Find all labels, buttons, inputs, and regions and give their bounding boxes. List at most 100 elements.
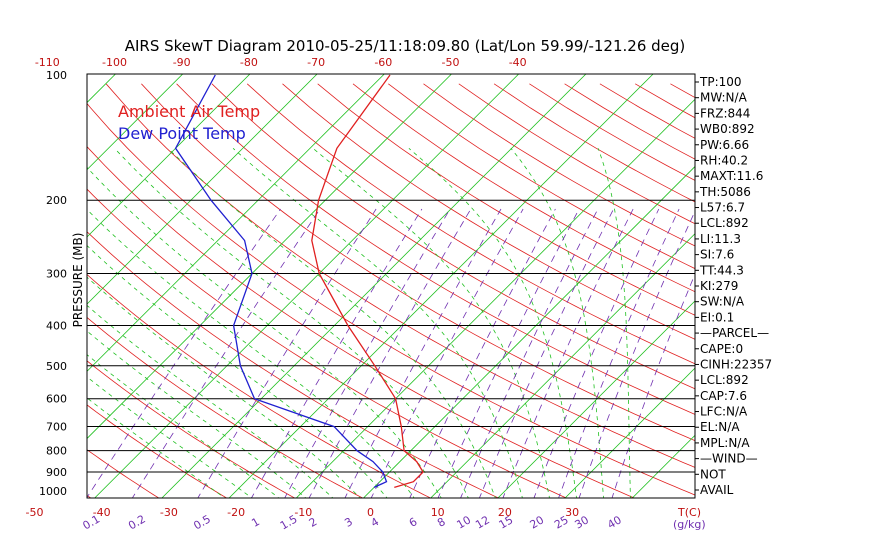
mixing-ratio-line [251, 208, 423, 498]
mixing-ratio-line [284, 208, 451, 498]
isotherm-line [87, 74, 251, 238]
pressure-tick-label: 900 [46, 466, 67, 479]
dry-adiabat-line [847, 84, 870, 500]
mixing-ratio-label: 8 [435, 515, 448, 530]
top-temperature-tick: -70 [307, 56, 325, 69]
series-line-ambient-air-temp [311, 74, 424, 489]
legend-entry-dew-point-temp: Dew Point Temp [118, 124, 246, 143]
index-item: SI:7.6 [700, 248, 734, 262]
index-item: L57:6.7 [700, 201, 745, 215]
bottom-temperature-tick: 0 [367, 506, 374, 519]
moist-adiabat-line [510, 148, 604, 498]
mixing-ratio-label: 40 [605, 513, 624, 531]
dry-adiabat-line [105, 83, 695, 468]
isotherm-line [87, 74, 453, 440]
bottom-temperature-tick: 20 [498, 506, 512, 519]
pressure-tick-label: 400 [46, 319, 67, 332]
mixing-ratio-unit-label: (g/kg) [673, 518, 706, 531]
dry-adiabat-line [87, 449, 160, 498]
index-item: SW:N/A [700, 295, 745, 309]
isotherm-line [564, 367, 695, 498]
dry-adiabat-line [776, 84, 870, 500]
dry-adiabat-line [458, 83, 695, 225]
index-item: —PARCEL— [700, 326, 769, 340]
isotherms [87, 35, 870, 509]
dry-adiabat-line [87, 146, 636, 498]
index-item: MAXT:11.6 [700, 169, 763, 183]
dry-adiabats [0, 83, 870, 500]
bottom-temperature-labels: -50 -40 -30 -20 -10 0 10 20 30 [26, 506, 580, 519]
dry-adiabat-line [87, 102, 695, 496]
dry-adiabat-line [87, 360, 296, 498]
dry-adiabat-line [388, 83, 695, 270]
isotherm-line [87, 74, 184, 171]
mixing-ratio-labels: 0.1 0.2 0.5 1 1.5 2 3 4 6 8 10 12 15 20 25 30 40 [81, 512, 624, 532]
index-item: TH:5086 [699, 185, 751, 199]
isotherm-line [161, 74, 587, 498]
moist-adiabat-line [597, 148, 631, 498]
mixing-ratio-label: 4 [369, 515, 382, 530]
index-item: CAP:7.6 [700, 389, 747, 403]
index-item: KI:279 [700, 279, 738, 293]
pressure-tick-labels: 100 200 300 400 500 600 700 800 900 1000 [39, 69, 67, 498]
dry-adiabat-line [317, 83, 695, 316]
mixing-ratio-line [344, 208, 502, 498]
mixing-ratio-label: 15 [497, 513, 516, 531]
mixing-ratio-line [502, 208, 634, 498]
isotherm-line [362, 165, 695, 498]
isotherm-line [94, 74, 520, 498]
legend-entry-ambient-air-temp: Ambient Air Temp [118, 102, 260, 121]
mixing-ratio-label: 6 [407, 515, 420, 530]
bottom-temperature-tick: -40 [93, 506, 111, 519]
index-item: TP:100 [699, 75, 742, 89]
mixing-ratio-label: 20 [528, 513, 547, 531]
pressure-tick-label: 600 [46, 393, 67, 406]
top-temperature-tick: -40 [509, 56, 527, 69]
mixing-ratio-line [197, 208, 377, 498]
index-item: NOT [700, 467, 726, 481]
index-item: LFC:N/A [700, 405, 748, 419]
mixing-ratio-line [533, 208, 660, 498]
isotherm-line [228, 74, 654, 498]
dry-adiabat-line [741, 84, 870, 500]
index-item: EL:N/A [700, 420, 740, 434]
index-item: CAPE:0 [700, 342, 743, 356]
isotherm-line [497, 300, 695, 498]
dry-adiabat-line [87, 273, 432, 498]
isotherm-line [756, 35, 870, 509]
pressure-gridlines [87, 199, 695, 473]
index-item: MPL:N/A [700, 436, 750, 450]
pressure-tick-label: 300 [46, 267, 67, 280]
moist-adiabat-line [87, 376, 253, 498]
mixing-ratio-label: 0.2 [126, 512, 148, 532]
mixing-ratio-label: 12 [473, 513, 492, 531]
moist-adiabat-line [87, 397, 226, 498]
index-item: —WIND— [700, 452, 758, 466]
bottom-temperature-tick: -20 [227, 506, 245, 519]
top-temperature-tick: -90 [173, 56, 191, 69]
dry-adiabat-line [141, 83, 695, 442]
mixing-ratio-label: 25 [552, 513, 571, 531]
dry-adiabat-line [352, 83, 695, 293]
moist-adiabat-line [87, 208, 415, 498]
moist-adiabat-line [87, 354, 280, 498]
pressure-tick-label: 1000 [39, 485, 67, 498]
mixing-ratio-line [558, 208, 680, 498]
mixing-ratio-label: 0.5 [191, 512, 213, 532]
top-temperature-tick: -100 [102, 56, 127, 69]
bottom-temperature-tick: 10 [431, 506, 445, 519]
dry-adiabat-line [0, 84, 25, 500]
index-item: AVAIL [700, 483, 734, 497]
y-axis-label: PRESSURE (MB) [71, 233, 85, 328]
mixing-ratio-line [131, 208, 321, 498]
index-item: WB0:892 [700, 122, 755, 136]
mixing-ratio-line [437, 208, 580, 498]
dry-adiabat-line [87, 316, 364, 498]
bottom-temperature-tick: 30 [565, 506, 579, 519]
moist-adiabat-line [312, 147, 550, 498]
series-line-dew-point-temp [174, 74, 388, 488]
dry-adiabat-line [87, 404, 228, 498]
chart-title: AIRS SkewT Diagram 2010-05-25/11:18:09.8… [125, 37, 686, 55]
